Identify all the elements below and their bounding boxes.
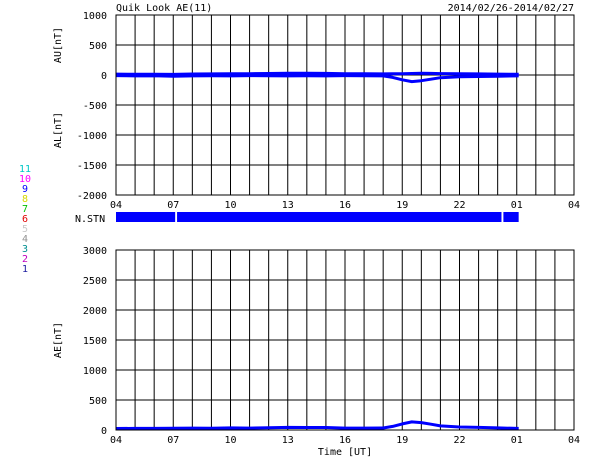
station-legend-item: 2 <box>22 254 28 265</box>
y-tick-label: 3000 <box>83 246 107 257</box>
x-tick-label: 01 <box>511 200 523 211</box>
ae-series <box>115 420 519 430</box>
x-tick-label: 04 <box>110 435 122 446</box>
x-tick-label: 07 <box>167 200 179 211</box>
station-bar <box>503 212 519 222</box>
station-legend-item: 3 <box>22 244 28 255</box>
date-range: 2014/02/26-2014/02/27 <box>448 3 574 14</box>
x-tick-label: 19 <box>396 200 408 211</box>
x-axis-label: Time [UT] <box>318 447 372 458</box>
ae-y-ticks: 3000 2500 2000 1500 1000 500 0 <box>83 246 107 437</box>
station-legend-item: 11 <box>19 164 31 175</box>
y-tick-label: -500 <box>83 101 107 112</box>
ae-grid <box>116 250 574 430</box>
station-bar <box>177 212 502 222</box>
y-tick-label: 1000 <box>83 366 107 377</box>
au-al-series <box>115 71 519 84</box>
ae-axis-label: AE[nT] <box>53 322 64 358</box>
x-tick-label: 01 <box>511 435 523 446</box>
y-tick-label: 0 <box>101 426 107 437</box>
y-tick-label: -2000 <box>77 191 107 202</box>
station-label: N.STN <box>75 214 105 225</box>
y-tick-label: 0 <box>101 71 107 82</box>
x-tick-label: 10 <box>224 200 236 211</box>
x-tick-label: 04 <box>110 200 122 211</box>
ae-x-ticks: 04 07 10 13 16 19 22 01 04 <box>110 435 580 446</box>
x-tick-label: 19 <box>396 435 408 446</box>
series-line-2 <box>115 74 519 84</box>
station-bars <box>116 212 519 222</box>
x-tick-label: 22 <box>453 200 465 211</box>
series-line-1 <box>115 71 519 76</box>
x-tick-label: 16 <box>339 435 351 446</box>
station-panel: N.STN <box>75 212 519 225</box>
station-legend-item: 5 <box>22 224 28 235</box>
au-al-frame <box>115 14 575 196</box>
x-tick-label: 04 <box>568 200 580 211</box>
station-legend-item: 6 <box>22 214 28 225</box>
station-legend-item: 7 <box>22 204 28 215</box>
y-tick-label: 1000 <box>83 11 107 22</box>
x-tick-label: 16 <box>339 200 351 211</box>
station-bar <box>116 212 176 222</box>
y-tick-label: 1500 <box>83 336 107 347</box>
al-axis-label: AL[nT] <box>53 112 64 148</box>
x-tick-label: 13 <box>282 435 294 446</box>
station-legend-item: 9 <box>22 184 28 195</box>
y-tick-label: 2500 <box>83 276 107 287</box>
x-tick-label: 04 <box>568 435 580 446</box>
y-tick-label: 500 <box>89 396 107 407</box>
x-tick-label: 22 <box>453 435 465 446</box>
au-axis-label: AU[nT] <box>53 27 64 63</box>
station-legend-item: 4 <box>22 234 28 245</box>
x-tick-label: 13 <box>282 200 294 211</box>
ae-frame <box>115 249 575 431</box>
station-legend-item: 10 <box>19 174 31 185</box>
au-al-y-ticks: 1000 500 0 -500 -1000 -1500 -2000 <box>77 11 107 202</box>
y-tick-label: 500 <box>89 41 107 52</box>
y-tick-label: -1000 <box>77 131 107 142</box>
y-tick-label: 2000 <box>83 306 107 317</box>
au-al-grid <box>116 15 574 195</box>
x-tick-label: 10 <box>224 435 236 446</box>
chart-title: Quik Look AE(11) <box>116 3 212 14</box>
au-al-panel: 1000 500 0 -500 -1000 -1500 -2000 04 07 10 13 16 19… <box>53 11 580 211</box>
series-line-1 <box>115 420 519 430</box>
au-al-x-ticks: 04 07 10 13 16 19 22 01 04 <box>110 200 580 211</box>
station-legend-item: 1 <box>22 264 28 275</box>
station-legend-item: 8 <box>22 194 28 205</box>
y-tick-label: -1500 <box>77 161 107 172</box>
x-tick-label: 07 <box>167 435 179 446</box>
